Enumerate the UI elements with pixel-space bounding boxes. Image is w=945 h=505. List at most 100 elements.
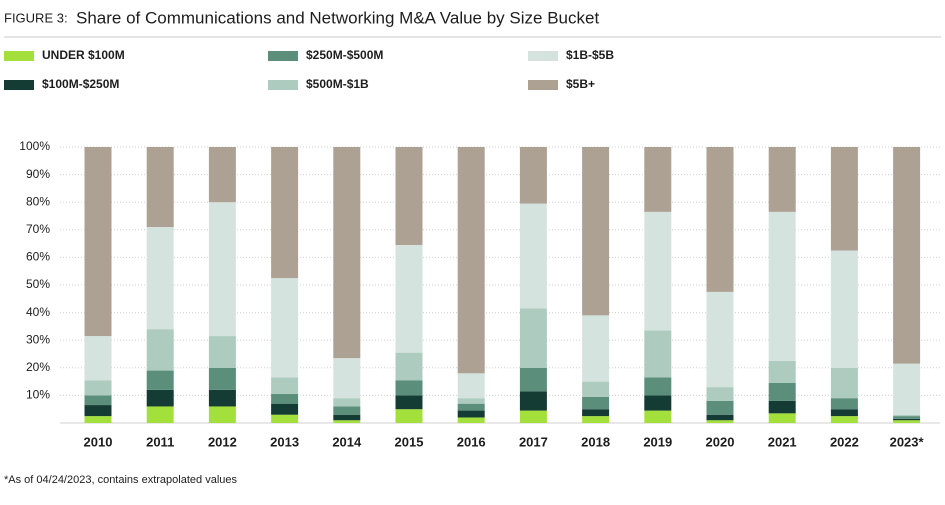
x-tick-label: 2015: [395, 434, 424, 449]
bar-segment: [893, 363, 921, 415]
bar-segment: [271, 414, 299, 423]
bar-segment: [582, 315, 610, 382]
bar-segment: [333, 420, 361, 423]
y-tick-label: 30%: [26, 332, 50, 346]
bar-segment: [146, 227, 174, 330]
bar-segment: [644, 410, 672, 423]
bar-segment: [457, 147, 485, 374]
y-tick-label: 50%: [26, 277, 50, 291]
x-tick-label: 2013: [270, 434, 299, 449]
bar-segment: [208, 367, 236, 390]
bar-segment: [395, 244, 423, 353]
bar-segment: [457, 410, 485, 418]
bar-segment: [519, 147, 547, 204]
legend-swatch: [268, 51, 298, 61]
legend-swatch: [4, 80, 34, 90]
bar-segment: [893, 416, 921, 419]
bar-segment: [768, 147, 796, 212]
bar-segment: [644, 395, 672, 411]
x-tick-label: 2012: [208, 434, 237, 449]
y-tick-label: 70%: [26, 222, 50, 236]
bar-segment: [271, 377, 299, 395]
bar-segment: [271, 147, 299, 279]
y-tick-label: 100%: [19, 139, 50, 153]
bar-segment: [271, 394, 299, 404]
bar-segment: [333, 147, 361, 359]
bar-segment: [146, 406, 174, 423]
y-tick-label: 20%: [26, 360, 50, 374]
bar-segment: [333, 358, 361, 399]
bar-segment: [395, 147, 423, 245]
bar-segment: [582, 409, 610, 417]
legend-swatch: [528, 80, 558, 90]
bar-segment: [208, 202, 236, 337]
bar-segment: [706, 420, 734, 423]
figure-label: FIGURE 3:: [4, 10, 68, 25]
bar-segment: [644, 377, 672, 396]
bar-segment: [582, 381, 610, 397]
bar-segment: [768, 382, 796, 401]
legend-swatch: [4, 51, 34, 61]
bar-segment: [519, 308, 547, 368]
bar-segment: [84, 147, 112, 337]
x-tick-label: 2021: [768, 434, 797, 449]
bar-segment: [395, 380, 423, 396]
x-tick-label: 2016: [457, 434, 486, 449]
bar-segment: [893, 420, 921, 423]
bar-segment: [519, 367, 547, 392]
legend-swatch: [528, 51, 558, 61]
x-tick-label: 2014: [332, 434, 362, 449]
bar-segment: [768, 360, 796, 383]
legend-label: $1B-$5B: [566, 48, 614, 62]
bar-segment: [893, 147, 921, 364]
bar-segment: [395, 395, 423, 410]
bar-segment: [457, 373, 485, 399]
bar-segment: [146, 329, 174, 371]
x-tick-label: 2017: [519, 434, 548, 449]
bar-segment: [84, 405, 112, 417]
bar-segment: [706, 147, 734, 292]
x-tick-label: 2010: [84, 434, 113, 449]
bar-segment: [706, 414, 734, 421]
bar-segment: [395, 409, 423, 423]
bar-segment: [768, 211, 796, 361]
bar-segment: [457, 417, 485, 423]
bar-segment: [644, 147, 672, 212]
bar-segment: [208, 147, 236, 203]
bar-segment: [271, 278, 299, 378]
bar-segment: [146, 370, 174, 390]
y-tick-label: 60%: [26, 250, 50, 264]
bar-segment: [582, 147, 610, 316]
bar-segment: [830, 409, 858, 417]
y-tick-label: 90%: [26, 167, 50, 181]
bar-segment: [519, 203, 547, 309]
legend-label: $250M-$500M: [306, 48, 383, 62]
bar-segment: [893, 414, 921, 417]
x-tick-label: 2018: [581, 434, 610, 449]
bar-segment: [84, 380, 112, 396]
bar-segment: [830, 147, 858, 251]
bar-segment: [582, 416, 610, 423]
x-tick-label: 2022: [830, 434, 859, 449]
legend-label: $500M-$1B: [306, 77, 369, 91]
bar-segment: [271, 403, 299, 415]
bar-segment: [706, 400, 734, 415]
bar-segment: [582, 396, 610, 410]
bar-segment: [333, 406, 361, 415]
legend-label: $5B+: [566, 77, 595, 91]
bar-segment: [208, 389, 236, 407]
bar-segment: [768, 400, 796, 414]
y-tick-label: 80%: [26, 194, 50, 208]
bar-segment: [84, 395, 112, 406]
y-tick-label: 10%: [26, 388, 50, 402]
bar-segment: [644, 211, 672, 331]
bar-segment: [830, 416, 858, 423]
legend-swatch: [268, 80, 298, 90]
bar-segment: [706, 387, 734, 401]
bar-segment: [830, 398, 858, 410]
bar-segment: [457, 403, 485, 411]
bar-segment: [519, 410, 547, 423]
bar-segment: [84, 416, 112, 423]
bar-segment: [519, 391, 547, 411]
